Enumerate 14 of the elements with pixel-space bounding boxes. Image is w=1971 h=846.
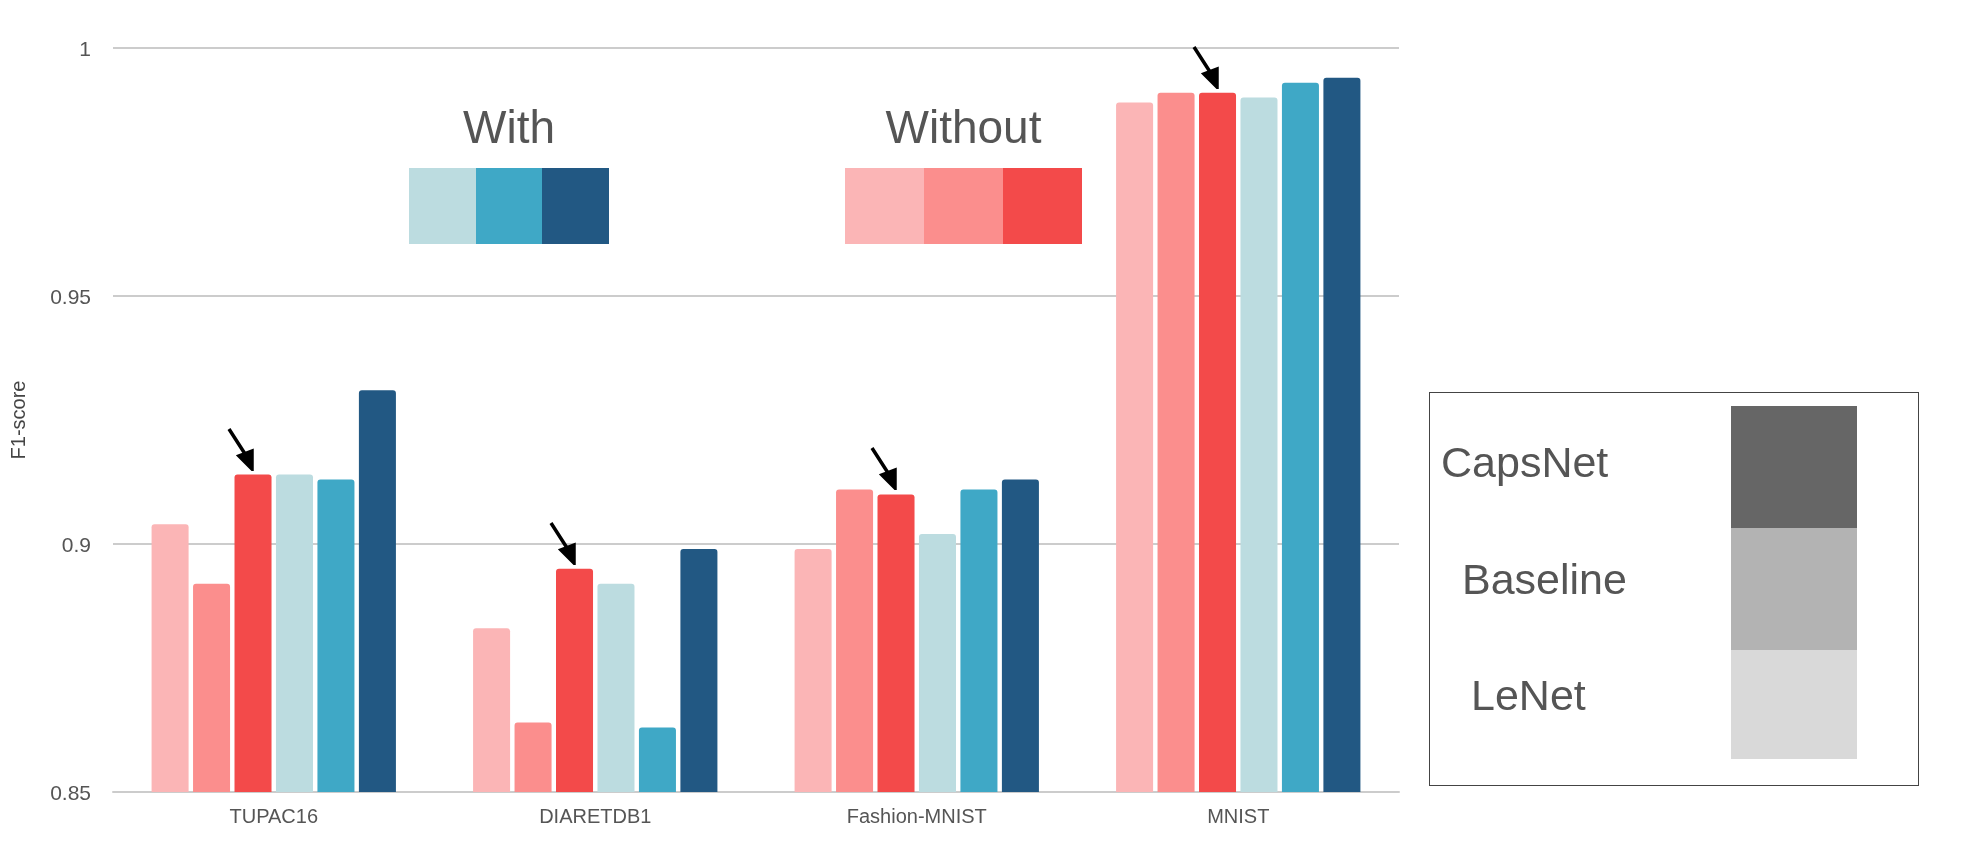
x-tick-label: TUPAC16 — [229, 805, 319, 827]
x-tick-label: MNIST — [1207, 805, 1270, 827]
annotation: Without — [884, 100, 1043, 154]
y-tick-label: 1 — [79, 36, 91, 60]
text: Baseline — [1462, 555, 1627, 604]
text: CapsNet — [1441, 438, 1609, 487]
y-axis-title: F1-score — [7, 380, 29, 460]
annotation: With — [462, 100, 556, 154]
text: LeNet — [1471, 671, 1586, 720]
x-tick-label: DIARETDB1 — [539, 805, 652, 827]
x-tick-label: Fashion-MNIST — [846, 805, 987, 827]
y-tick-label: 0.95 — [50, 284, 91, 308]
y-tick-label: 0.85 — [50, 780, 91, 804]
y-tick-label: 0.9 — [61, 532, 91, 556]
